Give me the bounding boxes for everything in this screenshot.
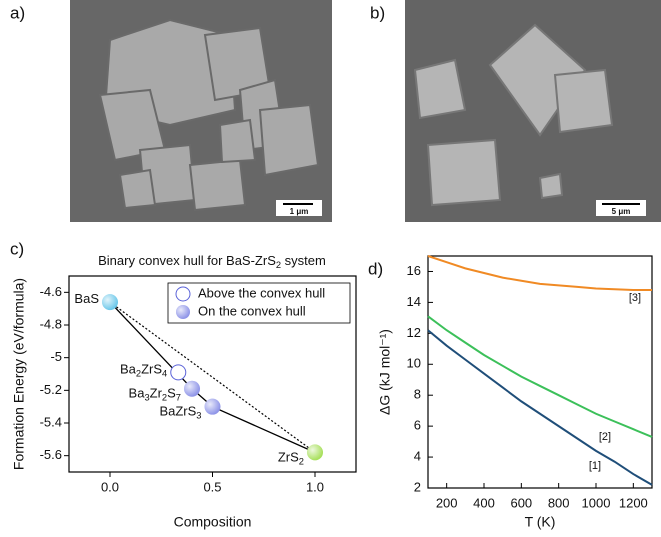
x-axis-label: T (K): [525, 514, 556, 530]
scale-bar-label: 1 μm: [290, 207, 309, 216]
panel-label: b): [370, 3, 385, 22]
point: [170, 364, 187, 381]
panel-label: c): [10, 239, 24, 258]
y-tick-label: -5: [50, 349, 62, 364]
sem-image-a: [70, 0, 332, 222]
point-label: BaS: [74, 292, 99, 307]
legend-box: [167, 282, 351, 324]
x-tick-label: 0.0: [101, 479, 119, 494]
y-tick-label: 6: [414, 418, 421, 433]
x-tick-label: 600: [510, 495, 532, 510]
point-highlight: [102, 294, 118, 311]
point-label: ZrS2: [278, 450, 304, 467]
point-highlight: [184, 380, 200, 397]
y-tick-label: 16: [407, 263, 421, 278]
series-label: [3]: [629, 292, 641, 304]
x-axis-label: Composition: [174, 514, 252, 530]
y-tick-label: -5.6: [40, 447, 62, 462]
hull-line: [109, 301, 316, 453]
sem-image-b: [405, 0, 661, 222]
y-tick-label: -5.2: [40, 382, 62, 397]
x-tick-label: 400: [473, 495, 495, 510]
series-label: [2]: [599, 431, 611, 443]
y-tick-label: -4.8: [40, 316, 62, 331]
series-line: [427, 315, 653, 438]
series-line: [427, 255, 652, 292]
point-highlight: [204, 398, 221, 415]
legend-swatch: [175, 286, 191, 302]
x-tick-label: 1000: [582, 495, 611, 510]
x-tick-label: 200: [436, 495, 458, 510]
y-tick-label: 10: [407, 356, 421, 371]
legend-label: Above the convex hull: [198, 285, 325, 300]
series-label: [1]: [589, 460, 601, 472]
point-highlight: [307, 444, 323, 461]
legend-swatch-highlight: [176, 305, 190, 319]
chart-title: Binary convex hull for BaS-ZrS2 system: [98, 253, 326, 270]
scale-bar-label: 5 μm: [612, 207, 631, 216]
x-tick-label: 800: [548, 495, 570, 510]
y-tick-label: 8: [414, 387, 421, 402]
plot-frame: [68, 275, 357, 473]
y-axis-label: Formation Energy (eV/formula): [11, 278, 27, 470]
y-axis-label: ΔG (kJ mol⁻¹): [377, 329, 393, 415]
x-tick-label: 1.0: [306, 479, 324, 494]
legend-label: On the convex hull: [198, 303, 306, 318]
y-tick-label: -5.4: [40, 414, 62, 429]
y-tick-label: 12: [407, 325, 421, 340]
x-tick-label: 1200: [619, 495, 648, 510]
plot-frame: [427, 255, 653, 489]
y-tick-label: 4: [414, 449, 421, 464]
point-label: BaZrS3: [159, 404, 201, 421]
y-tick-label: -4.6: [40, 284, 62, 299]
panel-label: d): [368, 259, 383, 278]
panel-label: a): [10, 3, 25, 22]
y-tick-label: 2: [414, 479, 421, 494]
x-tick-label: 0.5: [203, 479, 221, 494]
y-tick-label: 14: [407, 294, 421, 309]
point-label: Ba2ZrS4: [120, 362, 167, 379]
series-line: [427, 329, 653, 486]
point-label: Ba3Zr2S7: [129, 386, 181, 403]
